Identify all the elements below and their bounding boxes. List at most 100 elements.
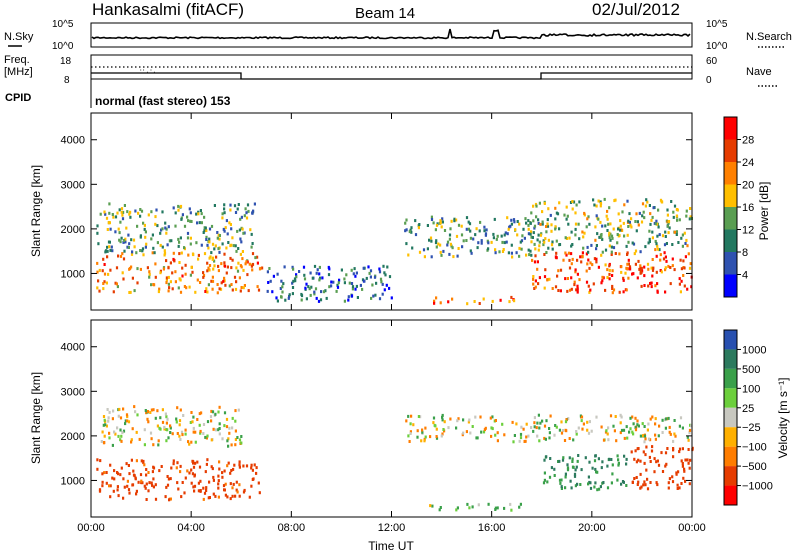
- echo-cell: [228, 431, 231, 435]
- echo-cell: [197, 212, 200, 216]
- echo-cell: [136, 413, 139, 417]
- echo-cell: [571, 243, 574, 246]
- echo-cell: [589, 486, 593, 490]
- echo-cell: [212, 267, 215, 271]
- echo-cell: [528, 253, 531, 257]
- echo-cell: [183, 246, 186, 250]
- echo-cell: [166, 243, 169, 247]
- echo-cell: [167, 436, 170, 440]
- echo-cell: [520, 425, 523, 429]
- colorbar-segment: [724, 368, 737, 389]
- echo-cell: [546, 224, 550, 228]
- echo-cell: [684, 242, 687, 245]
- echo-cell: [422, 248, 426, 252]
- echo-cell: [175, 420, 178, 424]
- echo-cell: [466, 302, 469, 306]
- echo-cell: [586, 217, 589, 221]
- echo-cell: [379, 277, 383, 281]
- echo-cell: [159, 231, 162, 235]
- echo-cell: [225, 271, 228, 275]
- echo-cell: [529, 232, 532, 236]
- echo-cell: [227, 241, 230, 244]
- echo-cell: [651, 268, 655, 272]
- echo-cell: [571, 200, 574, 203]
- echo-cell: [204, 435, 207, 439]
- echo-cell: [495, 237, 498, 241]
- echo-cell: [493, 217, 496, 221]
- echo-cell: [532, 429, 535, 433]
- echo-cell: [185, 286, 188, 290]
- echo-cell: [555, 239, 558, 243]
- echo-cell: [593, 203, 596, 207]
- echo-cell: [600, 233, 603, 236]
- echo-cell: [545, 419, 548, 423]
- echo-cell: [650, 218, 653, 222]
- echo-cell: [159, 243, 162, 247]
- echo-cell: [643, 440, 646, 444]
- echo-cell: [183, 285, 186, 288]
- echo-cell: [385, 283, 388, 287]
- echo-cell: [293, 277, 297, 281]
- echo-cell: [237, 247, 240, 250]
- echo-cell: [213, 204, 216, 207]
- echo-cell: [509, 502, 512, 506]
- echo-cell: [134, 209, 137, 213]
- echo-cell: [103, 441, 106, 444]
- echo-cell: [530, 426, 533, 429]
- echo-cell: [562, 456, 565, 460]
- echo-cell: [532, 231, 535, 235]
- echo-cell: [647, 437, 651, 441]
- echo-cell: [218, 427, 221, 430]
- echo-cell: [217, 428, 220, 432]
- echo-cell: [667, 264, 670, 268]
- echo-cell: [611, 236, 614, 240]
- echo-cell: [239, 237, 242, 241]
- echo-cell: [148, 275, 151, 279]
- echo-cell: [205, 287, 208, 291]
- echo-cell: [161, 420, 165, 424]
- echo-cell: [223, 411, 227, 415]
- echo-cell: [133, 405, 136, 409]
- echo-cell: [650, 266, 653, 270]
- echo-cell: [542, 243, 545, 247]
- echo-cell: [515, 251, 518, 255]
- echo-cell: [97, 242, 100, 246]
- echo-cell: [637, 424, 640, 428]
- echo-cell: [122, 257, 126, 261]
- echo-cell: [223, 276, 226, 280]
- echo-cell: [113, 469, 116, 473]
- echo-cell: [213, 259, 216, 263]
- echo-cell: [245, 211, 248, 215]
- echo-cell: [573, 472, 577, 476]
- echo-cell: [611, 274, 614, 277]
- echo-cell: [332, 280, 335, 284]
- echo-cell: [469, 249, 472, 253]
- echo-cell: [199, 429, 202, 433]
- echo-cell: [216, 236, 219, 240]
- echo-cell: [224, 482, 227, 486]
- echo-cell: [608, 231, 611, 235]
- echo-cell: [689, 458, 692, 462]
- echo-cell: [642, 450, 645, 454]
- echo-cell: [446, 240, 450, 244]
- echo-cell: [250, 245, 253, 249]
- echo-cell: [625, 457, 628, 461]
- echo-cell: [634, 220, 637, 223]
- echo-cell: [106, 249, 109, 253]
- colorbar-segment: [724, 274, 737, 297]
- echo-cell: [161, 245, 164, 249]
- colorbar-tick-label: 8: [742, 247, 748, 259]
- echo-cell: [190, 220, 193, 223]
- echo-cell: [568, 266, 572, 270]
- echo-cell: [655, 254, 658, 258]
- echo-cell: [651, 415, 654, 419]
- echo-cell: [541, 222, 544, 226]
- echo-cell: [245, 260, 248, 264]
- echo-cell: [245, 216, 249, 220]
- echo-cell: [647, 284, 650, 288]
- echo-cell: [626, 199, 629, 203]
- echo-cell: [146, 266, 149, 270]
- echo-cell: [104, 250, 107, 254]
- echo-cell: [570, 287, 573, 291]
- echo-cell: [411, 246, 414, 250]
